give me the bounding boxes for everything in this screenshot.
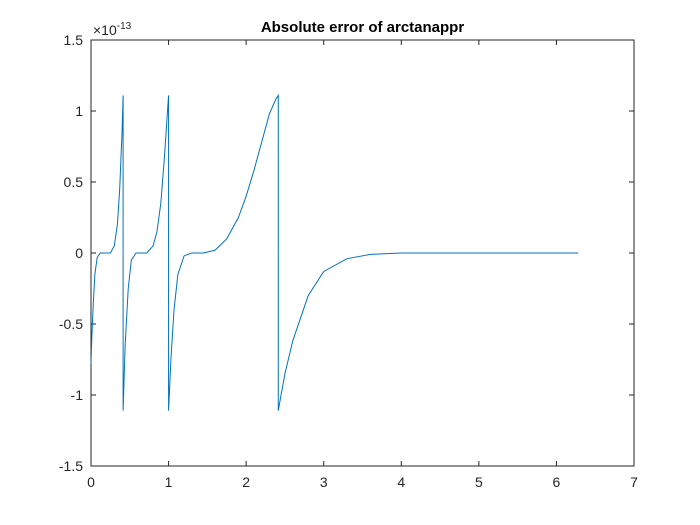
y-tick-label: 1 — [75, 103, 83, 119]
y-tick-label: -0.5 — [59, 316, 83, 332]
y-tick-label: -1.5 — [59, 458, 83, 474]
x-tick-label: 6 — [553, 474, 561, 490]
x-tick-label: 7 — [630, 474, 638, 490]
y-tick-label: 1.5 — [64, 32, 84, 48]
x-tick-label: 0 — [87, 474, 95, 490]
tick-labels: 0 1 2 3 4 5 6 7 -1.5 -1 -0.5 0 0.5 1 1.5 — [59, 32, 638, 490]
y-tick-label: 0 — [75, 245, 83, 261]
y-tick-label: -1 — [71, 387, 84, 403]
x-tick-label: 5 — [475, 474, 483, 490]
x-tick-label: 1 — [165, 474, 173, 490]
y-exponent-base: ×10 — [93, 22, 117, 38]
series-line — [90, 93, 579, 411]
chart-title: Absolute error of arctanappr — [261, 19, 465, 36]
y-exponent-power: -13 — [117, 21, 132, 32]
x-tick-label: 4 — [397, 474, 405, 490]
x-tick-label: 2 — [242, 474, 250, 490]
y-tick-label: 0.5 — [64, 174, 84, 190]
tick-marks — [90, 39, 635, 467]
y-exponent-label: ×10-13 — [93, 21, 132, 38]
x-tick-label: 3 — [320, 474, 328, 490]
